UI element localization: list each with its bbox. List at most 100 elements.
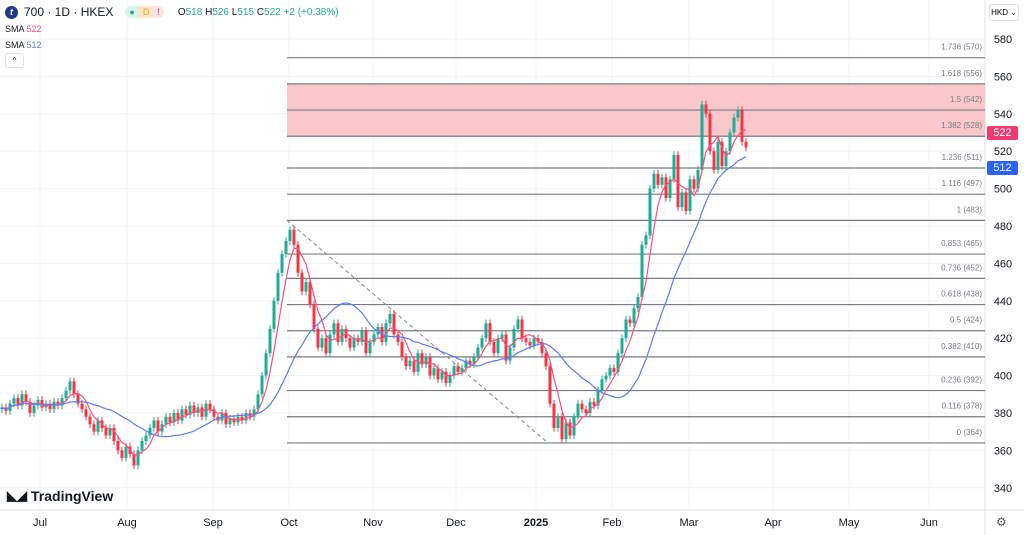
price-tick-label: 560 (994, 71, 1012, 83)
candle-body (72, 381, 76, 395)
candle-body (388, 313, 392, 324)
candle-body (636, 297, 640, 309)
candle-body (308, 282, 312, 305)
candle-body (504, 334, 508, 361)
candle-body (260, 375, 264, 395)
candle-body (632, 308, 636, 324)
candle-body (700, 104, 704, 170)
collapse-legend-button[interactable]: ^ (5, 53, 24, 68)
candle-body (708, 113, 712, 152)
price-tick-label: 340 (994, 483, 1012, 495)
candle-body (56, 401, 60, 406)
candle-body (304, 282, 308, 292)
candle-body (12, 398, 16, 404)
candle-body (652, 173, 656, 189)
candle-body (592, 401, 596, 406)
tencent-logo-icon: t (5, 5, 18, 19)
price-tick-label: 540 (994, 109, 1012, 121)
candle-body (648, 188, 652, 236)
candle-body (656, 173, 660, 185)
tradingview-logo[interactable]: ◣◢ TradingView (7, 488, 114, 504)
candle-body (412, 360, 416, 372)
candle-body (668, 179, 672, 198)
candle-body (52, 401, 56, 410)
gear-icon[interactable]: ⚙ (996, 515, 1007, 529)
symbol-header: t 700 · 1D · HKEX ● D ! O518 H526 L515 C… (5, 5, 339, 19)
alert-badge[interactable]: ! (153, 6, 164, 18)
candle-body (564, 422, 568, 440)
candle-body (520, 319, 524, 339)
candle-body (180, 409, 184, 421)
sma-fast-line (1, 129, 747, 456)
candle-body (420, 353, 424, 365)
currency-selector[interactable]: HKD ⌄ (989, 4, 1019, 21)
candle-body (496, 338, 500, 354)
market-open-badge[interactable]: ● (125, 6, 139, 18)
candle-body (208, 403, 212, 410)
candle-body (428, 356, 432, 376)
candle-body (24, 394, 28, 402)
time-tick-label: 2025 (524, 517, 548, 529)
candle-body (640, 244, 644, 298)
fib-level-label: 1.116 (497) (942, 179, 983, 188)
candle-body (728, 132, 732, 152)
candle-body (620, 338, 624, 354)
candle-body (188, 405, 192, 415)
candle-body (744, 141, 748, 148)
fib-level-label: 1 (483) (957, 205, 983, 214)
candle-body (264, 353, 268, 376)
candle-body (256, 394, 260, 410)
candle-body (628, 319, 632, 324)
candle-body (524, 338, 528, 342)
fib-level-label: 0.382 (410) (941, 342, 982, 351)
candle-body (116, 441, 120, 451)
time-tick-label: May (839, 517, 860, 529)
candle-body (244, 413, 248, 421)
candle-body (692, 179, 696, 189)
candle-body (492, 341, 496, 354)
candle-body (252, 409, 256, 417)
time-tick-label: Apr (764, 517, 781, 529)
ohlc-values: O518 H526 L515 C522 +2 (+0.38%) (177, 6, 339, 18)
status-badges[interactable]: ● D ! (125, 6, 164, 18)
candle-body (516, 319, 520, 329)
candle-body (292, 229, 296, 245)
candle-body (224, 413, 228, 425)
price-tick-label: 440 (994, 296, 1012, 308)
time-tick-label: Oct (280, 517, 297, 529)
candle-body (60, 398, 64, 406)
candle-body (336, 323, 340, 342)
candle-body (512, 328, 516, 348)
candle-body (124, 446, 128, 458)
price-tick-label: 400 (994, 371, 1012, 383)
price-tick-label: 420 (994, 333, 1012, 345)
candle-body (672, 154, 676, 180)
price-tick-label: 580 (994, 34, 1012, 46)
candle-body (588, 401, 592, 413)
fib-level-label: 0.853 (465) (941, 239, 982, 248)
candle-body (296, 244, 300, 273)
symbol-title[interactable]: 700 · 1D · HKEX (24, 5, 114, 19)
candle-body (452, 366, 456, 376)
sma-legend-slow[interactable]: SMA 512 (5, 40, 42, 50)
candle-body (624, 319, 628, 339)
fib-level-label: 1.382 (528) (941, 121, 982, 130)
candle-body (424, 356, 428, 365)
candle-body (556, 416, 560, 428)
candle-body (696, 169, 700, 189)
candle-body (172, 413, 176, 423)
delayed-badge[interactable]: D (138, 6, 154, 18)
candle-body (0, 407, 4, 410)
fib-level-label: 0.5 (424) (950, 316, 982, 325)
fib-level-label: 0.736 (452) (941, 263, 982, 272)
candle-body (612, 368, 616, 372)
candle-body (664, 177, 668, 198)
candle-body (720, 141, 724, 167)
candle-body (396, 334, 400, 342)
sma-legend-fast[interactable]: SMA 522 (5, 24, 42, 34)
price-tag-sma-fast: 522 (987, 126, 1018, 140)
candle-body (232, 418, 236, 423)
candle-body (148, 427, 152, 436)
candle-body (276, 272, 280, 301)
